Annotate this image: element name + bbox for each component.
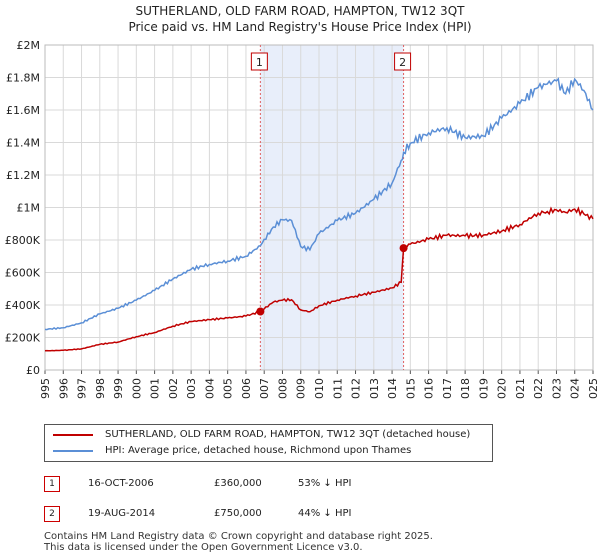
x-tick-label: 2016 bbox=[423, 378, 436, 400]
x-tick-label: 2002 bbox=[167, 378, 180, 400]
x-tick-label: 1998 bbox=[94, 378, 107, 400]
y-tick-label: £1.6M bbox=[6, 104, 40, 117]
x-tick-label: 2021 bbox=[514, 378, 527, 400]
legend-item-hpi: HPI: Average price, detached house, Rich… bbox=[53, 445, 411, 456]
y-tick-label: £0 bbox=[26, 364, 40, 377]
sale-price-2: £750,000 bbox=[214, 508, 262, 519]
annotation-box-2 bbox=[394, 52, 412, 71]
x-tick-label: 2022 bbox=[532, 378, 545, 400]
x-tick-label: 2017 bbox=[441, 378, 454, 400]
x-tick-label: 2019 bbox=[477, 378, 490, 400]
x-tick-label: 2004 bbox=[203, 378, 216, 400]
annotation-label-2: 2 bbox=[399, 56, 406, 69]
x-tick-label: 2010 bbox=[313, 378, 326, 400]
legend-item-property: SUTHERLAND, OLD FARM ROAD, HAMPTON, TW12… bbox=[53, 429, 470, 440]
x-tick-label: 2008 bbox=[276, 378, 289, 400]
sale-hpi-2: 44% ↓ HPI bbox=[298, 508, 352, 519]
x-tick-label: 2013 bbox=[368, 378, 381, 400]
sale-price-1: £360,000 bbox=[214, 478, 262, 489]
chart-title: SUTHERLAND, OLD FARM ROAD, HAMPTON, TW12… bbox=[135, 4, 465, 18]
x-tick-label: 2005 bbox=[222, 378, 235, 400]
legend-label-hpi: HPI: Average price, detached house, Rich… bbox=[105, 445, 412, 456]
legend: SUTHERLAND, OLD FARM ROAD, HAMPTON, TW12… bbox=[44, 424, 493, 462]
chart-subtitle: Price paid vs. HM Land Registry's House … bbox=[128, 20, 472, 34]
sale-marker-2: 2 bbox=[44, 506, 60, 522]
x-tick-label: 2023 bbox=[550, 378, 563, 400]
annotation-label-1: 1 bbox=[256, 56, 263, 69]
y-tick-label: £800K bbox=[5, 234, 41, 247]
sale-point-1 bbox=[256, 307, 265, 316]
legend-swatch-hpi bbox=[53, 449, 93, 452]
y-tick-label: £2M bbox=[17, 39, 41, 52]
x-tick-label: 2006 bbox=[240, 378, 253, 400]
x-tick-label: 2018 bbox=[459, 378, 472, 400]
y-tick-label: £1.4M bbox=[6, 137, 40, 150]
footer-copyright: Contains HM Land Registry data © Crown c… bbox=[44, 531, 433, 542]
x-tick-label: 2015 bbox=[404, 378, 417, 400]
annotation-box-1 bbox=[250, 52, 268, 71]
y-tick-label: £1.2M bbox=[6, 169, 40, 182]
x-tick-label: 2003 bbox=[185, 378, 198, 400]
sale-marker-1: 1 bbox=[44, 476, 60, 492]
x-tick-label: 2020 bbox=[496, 378, 509, 400]
x-tick-label: 2009 bbox=[295, 378, 308, 400]
legend-swatch-property bbox=[53, 433, 93, 436]
x-tick-label: 2025 bbox=[587, 378, 600, 400]
x-tick-label: 2001 bbox=[149, 378, 162, 400]
y-tick-label: £600K bbox=[5, 267, 41, 280]
series-line-property bbox=[44, 206, 594, 352]
x-tick-label: 1995 bbox=[39, 378, 52, 400]
y-tick-label: £200K bbox=[5, 332, 41, 345]
x-tick-label: 1997 bbox=[76, 378, 89, 400]
footer-licence: This data is licensed under the Open Gov… bbox=[44, 542, 363, 553]
series-line-hpi bbox=[44, 77, 594, 331]
legend-label-property: SUTHERLAND, OLD FARM ROAD, HAMPTON, TW12… bbox=[105, 429, 471, 440]
y-tick-label: £400K bbox=[5, 299, 41, 312]
x-tick-label: 2014 bbox=[386, 378, 399, 400]
price-chart: £0 £200K £400K £600K £800K £1M £1.2M £1.4M £1.6M… bbox=[5, 39, 600, 400]
y-tick-label: £1M bbox=[17, 202, 41, 215]
x-tick-label: 2012 bbox=[350, 378, 363, 400]
plot-frame bbox=[44, 44, 594, 371]
sale-point-2 bbox=[399, 244, 408, 253]
x-tick-label: 2024 bbox=[569, 378, 582, 400]
sale-hpi-1: 53% ↓ HPI bbox=[298, 478, 352, 489]
x-tick-label: 2011 bbox=[331, 378, 344, 400]
y-tick-label: £1.8M bbox=[6, 72, 40, 85]
sale-date-2: 19-AUG-2014 bbox=[88, 508, 156, 519]
sale-date-1: 16-OCT-2006 bbox=[88, 478, 154, 489]
x-tick-label: 2007 bbox=[258, 378, 271, 400]
x-tick-label: 1999 bbox=[112, 378, 125, 400]
x-tick-label: 2000 bbox=[130, 378, 143, 400]
x-tick-label: 1996 bbox=[57, 378, 70, 400]
